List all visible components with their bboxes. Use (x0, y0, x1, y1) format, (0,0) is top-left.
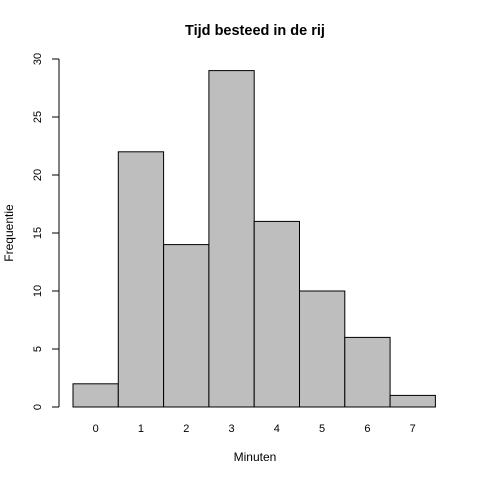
x-tick-label: 4 (274, 423, 280, 435)
bar-5 (299, 290, 346, 408)
x-tick-label: 0 (93, 423, 99, 435)
bar-1 (117, 151, 165, 408)
x-tick-label: 2 (183, 423, 189, 435)
x-tick-label: 3 (228, 423, 234, 435)
bars-group (72, 70, 436, 408)
x-tick-label: 6 (364, 423, 370, 435)
y-axis-label: Frequentie (2, 204, 16, 262)
y-tick-label: 20 (32, 169, 44, 181)
y-tick-label: 15 (32, 227, 44, 239)
bar-2 (163, 244, 210, 408)
bar-6 (344, 336, 391, 408)
y-tick-label: 10 (32, 285, 44, 297)
x-tick-label: 5 (319, 423, 325, 435)
y-tick-label: 0 (32, 404, 44, 410)
x-tick-label: 7 (410, 423, 416, 435)
y-tick-label: 25 (32, 111, 44, 123)
y-axis: 0 5 10 15 20 25 30 (32, 53, 60, 410)
bar-3 (208, 70, 255, 408)
x-tick-label: 1 (138, 423, 144, 435)
x-tick-labels: 0 1 2 3 4 5 6 7 (93, 423, 416, 435)
chart-title: Tijd besteed in de rij (185, 23, 325, 39)
bar-0 (72, 383, 119, 408)
y-tick-label: 30 (32, 53, 44, 65)
bar-4 (253, 220, 300, 408)
y-tick-label: 5 (32, 346, 44, 352)
x-axis-label: Minuten (234, 450, 277, 464)
bar-7 (389, 394, 436, 408)
